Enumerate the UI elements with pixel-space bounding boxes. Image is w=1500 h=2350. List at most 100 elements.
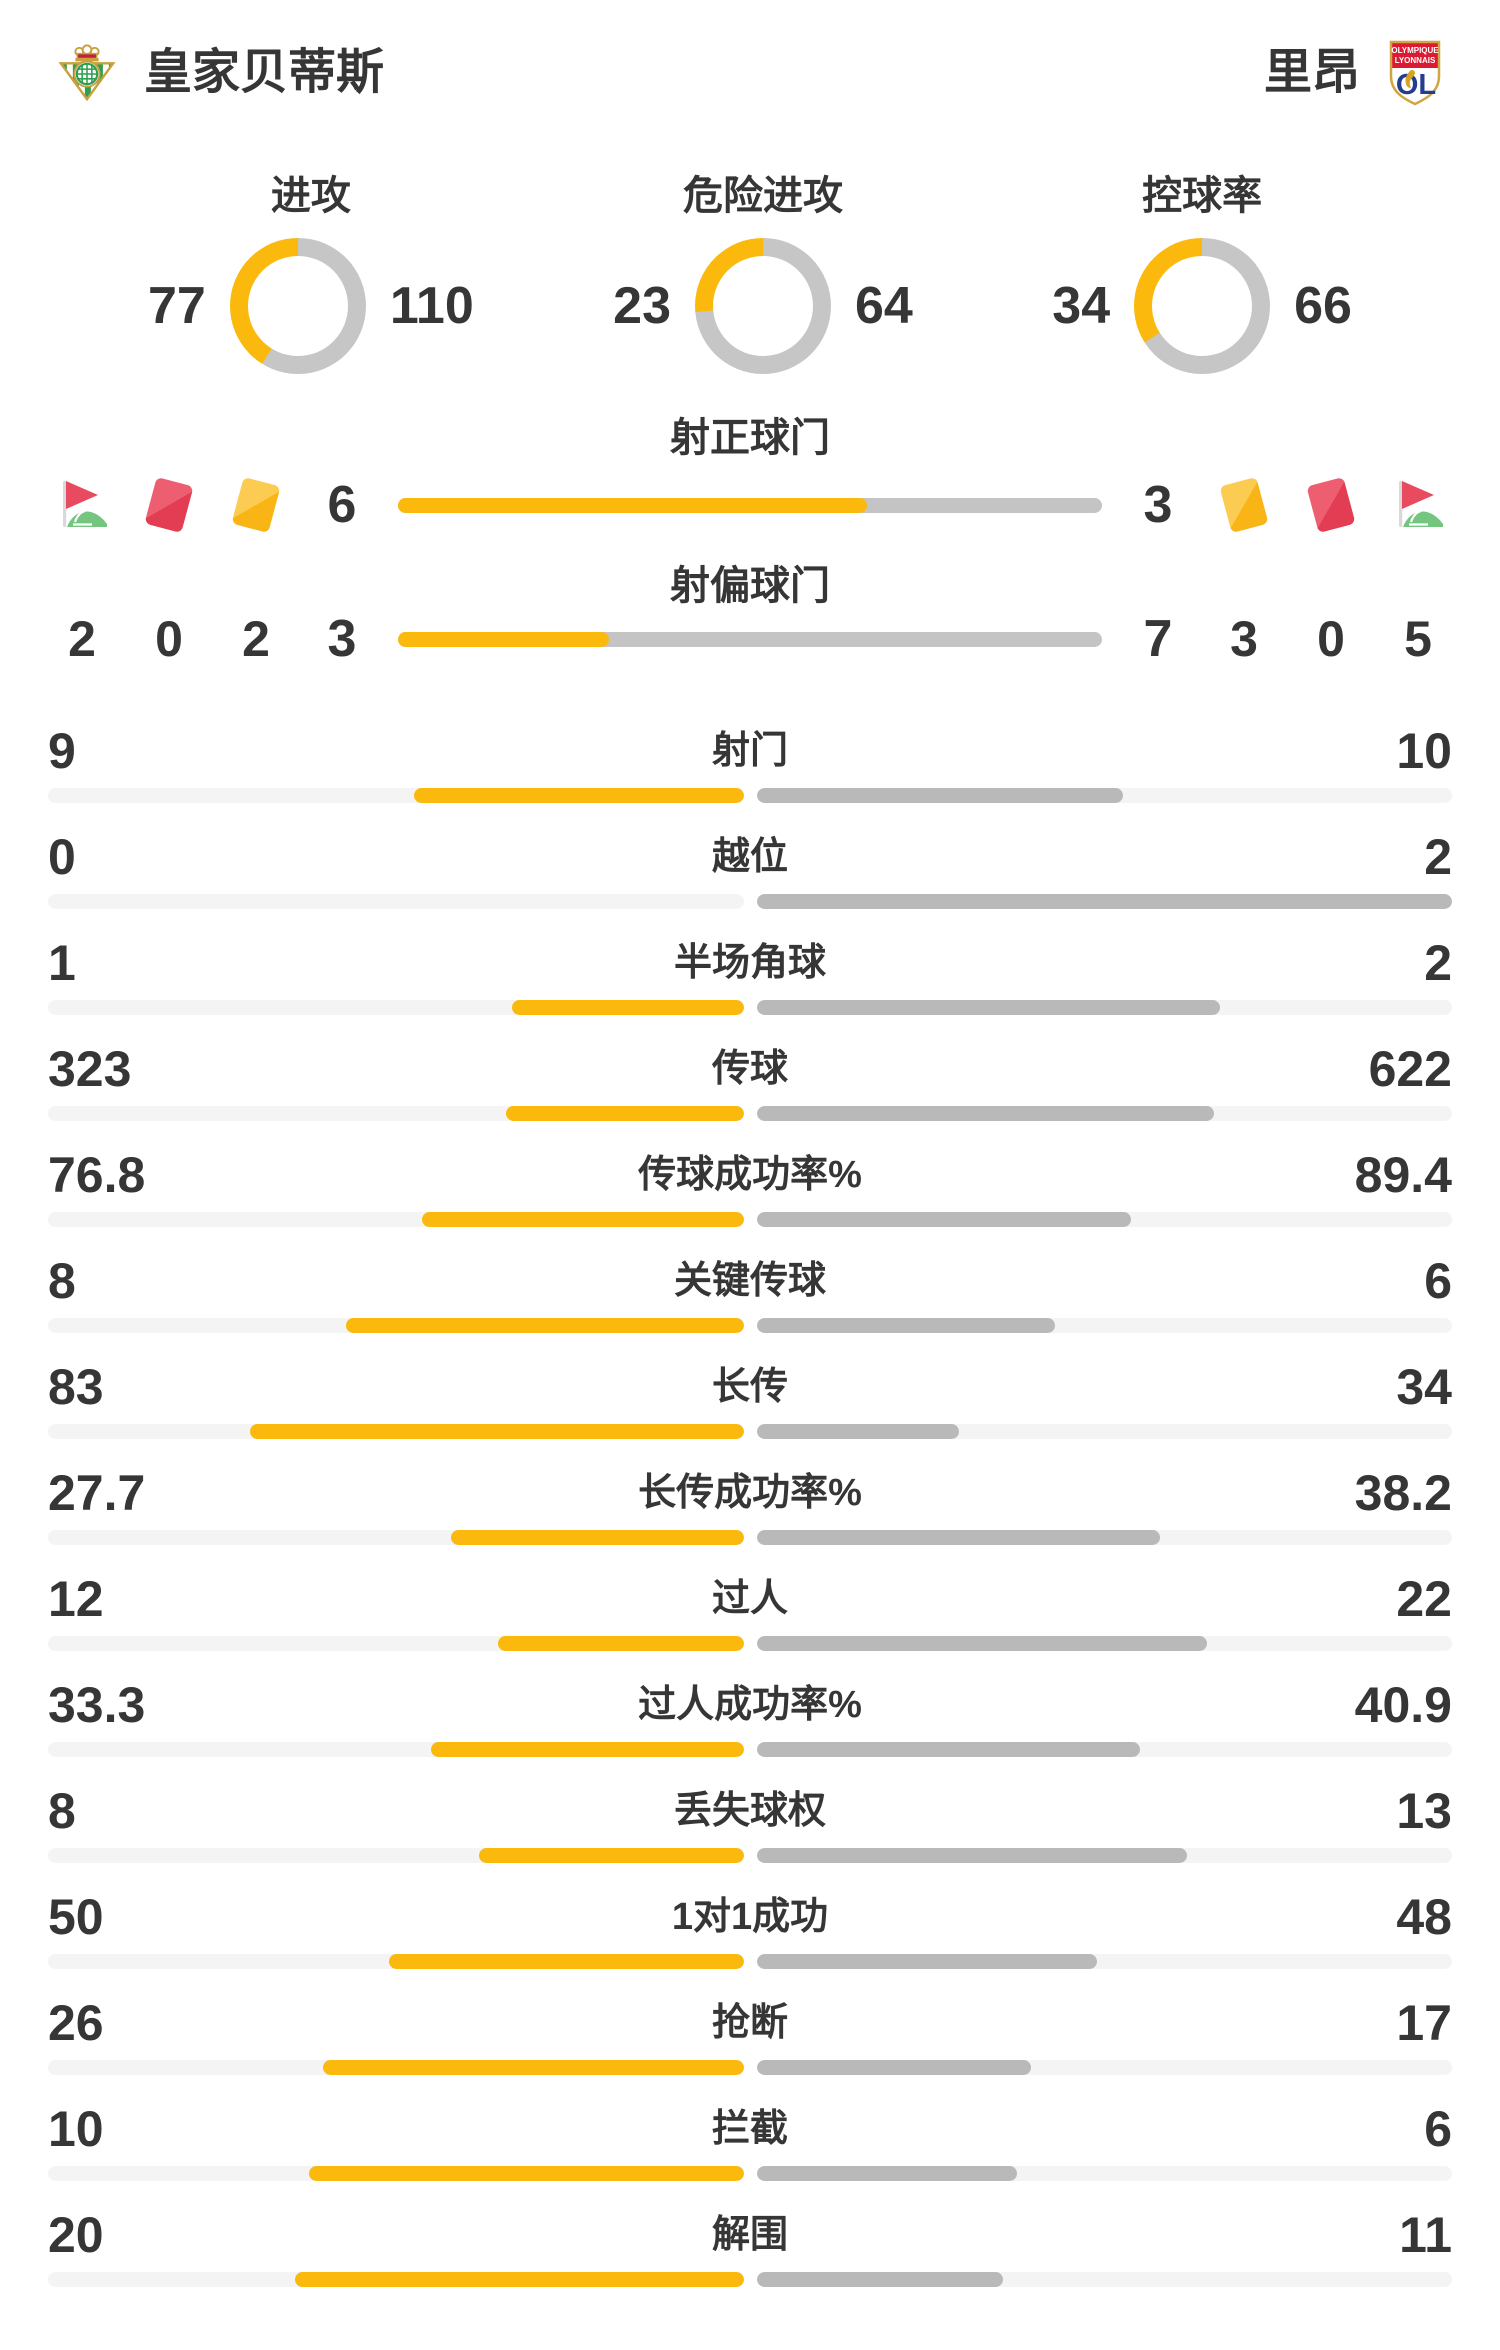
donut-chart bbox=[1134, 238, 1271, 374]
stat-row: 12 过人 22 bbox=[48, 1572, 1452, 1651]
donut-title: 控球率 bbox=[1142, 174, 1263, 218]
away-bar-track bbox=[756, 1212, 1452, 1227]
home-bar-track bbox=[48, 1742, 744, 1757]
stat-bars bbox=[48, 1106, 1452, 1121]
stat-bars bbox=[48, 1212, 1452, 1227]
donut-chart bbox=[229, 238, 366, 374]
stat-bars bbox=[48, 1742, 1452, 1757]
home-team: 皇家贝蒂斯 bbox=[56, 41, 384, 105]
home-bar-fill bbox=[511, 1000, 744, 1015]
home-team-name: 皇家贝蒂斯 bbox=[144, 46, 385, 99]
donut-away-value: 110 bbox=[389, 277, 474, 335]
stats-list: 9 射门 10 0 越位 2 1 半场角球 2 bbox=[0, 724, 1500, 2287]
stat-row: 323 传球 622 bbox=[48, 1042, 1452, 1121]
away-bar-track bbox=[756, 1848, 1452, 1863]
shots-on-target-label: 射正球门 bbox=[670, 416, 830, 460]
away-bar-fill bbox=[756, 1106, 1215, 1121]
stat-home-value: 26 bbox=[48, 1995, 104, 2051]
away-bar-fill bbox=[756, 2060, 1032, 2075]
corner-flag-icon bbox=[1399, 481, 1443, 527]
donut-group: 危险进攻 23 64 bbox=[613, 176, 913, 374]
stat-row: 50 1对1成功 48 bbox=[48, 1890, 1452, 1969]
stat-row: 76.8 传球成功率% 89.4 bbox=[48, 1148, 1452, 1227]
away-bar-track bbox=[756, 1530, 1452, 1545]
home-bar-fill bbox=[346, 1318, 744, 1333]
stat-away-value: 2 bbox=[1424, 829, 1452, 885]
stat-away-value: 22 bbox=[1396, 1571, 1452, 1627]
away-corners-count: 5 bbox=[1404, 611, 1432, 667]
red-card-icon bbox=[144, 476, 194, 534]
home-bar-track bbox=[48, 1848, 744, 1863]
svg-text:LYONNAIS: LYONNAIS bbox=[1395, 56, 1436, 65]
donut-group: 进攻 77 110 bbox=[148, 176, 474, 374]
stat-label: 解围 bbox=[711, 2213, 788, 2256]
home-bar-fill bbox=[322, 2060, 744, 2075]
stat-away-value: 11 bbox=[1399, 2207, 1452, 2263]
donut-home-value: 34 bbox=[1052, 277, 1111, 335]
home-bar-track bbox=[48, 1954, 744, 1969]
stat-away-value: 89.4 bbox=[1354, 1147, 1452, 1203]
away-discipline-counts: 3 0 5 bbox=[1200, 614, 1462, 664]
away-bar-fill bbox=[756, 1530, 1160, 1545]
stat-bars bbox=[48, 894, 1452, 909]
stat-bars bbox=[48, 788, 1452, 803]
home-bar-fill bbox=[451, 1530, 744, 1545]
away-bar-track bbox=[756, 2166, 1452, 2181]
stat-row: 20 解围 11 bbox=[48, 2208, 1452, 2287]
shots-off-target-bar bbox=[398, 631, 1102, 647]
away-bar-track bbox=[756, 1636, 1452, 1651]
svg-text:OL: OL bbox=[1396, 69, 1436, 101]
stat-label: 拦截 bbox=[711, 2107, 788, 2150]
away-bar-track bbox=[756, 1954, 1452, 1969]
away-bar-fill bbox=[756, 1424, 959, 1439]
stat-home-value: 12 bbox=[48, 1571, 104, 1627]
stat-row: 27.7 长传成功率% 38.2 bbox=[48, 1466, 1452, 1545]
stat-bars bbox=[48, 1318, 1452, 1333]
stat-label: 1对1成功 bbox=[671, 1895, 829, 1938]
stat-label: 过人成功率% bbox=[638, 1683, 862, 1726]
away-bar-fill bbox=[756, 1742, 1140, 1757]
stat-home-value: 83 bbox=[48, 1359, 104, 1415]
stat-bars bbox=[48, 1000, 1452, 1015]
home-corners-count: 2 bbox=[68, 611, 96, 667]
stat-label: 丢失球权 bbox=[673, 1789, 826, 1832]
summary-donuts: 进攻 77 110 危险进攻 23 64 控球率 34 66 bbox=[0, 176, 1500, 374]
stat-row: 83 长传 34 bbox=[48, 1360, 1452, 1439]
home-bar-track bbox=[48, 788, 744, 803]
stat-bars bbox=[48, 1424, 1452, 1439]
shots-off-target-away-value: 7 bbox=[1143, 610, 1173, 668]
stat-bars bbox=[48, 2060, 1452, 2075]
donut-title: 危险进攻 bbox=[683, 174, 844, 218]
away-bar-track bbox=[756, 788, 1452, 803]
stat-label: 传球 bbox=[711, 1047, 788, 1090]
away-bar-track bbox=[756, 2272, 1452, 2287]
home-bar-track bbox=[48, 2060, 744, 2075]
home-bar-fill bbox=[422, 1212, 744, 1227]
home-bar-fill bbox=[250, 1424, 744, 1439]
away-bar-fill bbox=[756, 1954, 1098, 1969]
away-team-logo olympique-lyonnais-crest-icon: OLYMPIQUE LYONNAIS OL bbox=[1389, 40, 1441, 106]
stat-label: 长传 bbox=[711, 1365, 788, 1408]
stat-away-value: 622 bbox=[1368, 1041, 1452, 1097]
away-red-cards-count: 0 bbox=[1317, 611, 1345, 667]
stat-away-value: 6 bbox=[1424, 2101, 1452, 2157]
home-bar-fill bbox=[294, 2272, 744, 2287]
stat-home-value: 10 bbox=[48, 2101, 104, 2157]
home-discipline-icons bbox=[38, 476, 300, 534]
away-team-name: 里昂 bbox=[1263, 46, 1360, 99]
svg-text:OLYMPIQUE: OLYMPIQUE bbox=[1391, 46, 1439, 55]
stat-away-value: 34 bbox=[1396, 1359, 1452, 1415]
shots-on-target-home-fill bbox=[398, 497, 868, 513]
stat-home-value: 27.7 bbox=[48, 1465, 146, 1521]
stat-row: 33.3 过人成功率% 40.9 bbox=[48, 1678, 1452, 1757]
home-bar-fill bbox=[388, 1954, 744, 1969]
shots-on-target-home-value: 6 bbox=[327, 476, 357, 534]
away-bar-track bbox=[756, 1106, 1452, 1121]
away-bar-track bbox=[756, 1318, 1452, 1333]
home-bar-track bbox=[48, 1636, 744, 1651]
corner-flag-icon bbox=[63, 481, 107, 527]
stat-home-value: 33.3 bbox=[48, 1677, 146, 1733]
stat-label: 射门 bbox=[711, 729, 788, 772]
stat-bars bbox=[48, 1954, 1452, 1969]
stat-away-value: 17 bbox=[1396, 1995, 1452, 2051]
